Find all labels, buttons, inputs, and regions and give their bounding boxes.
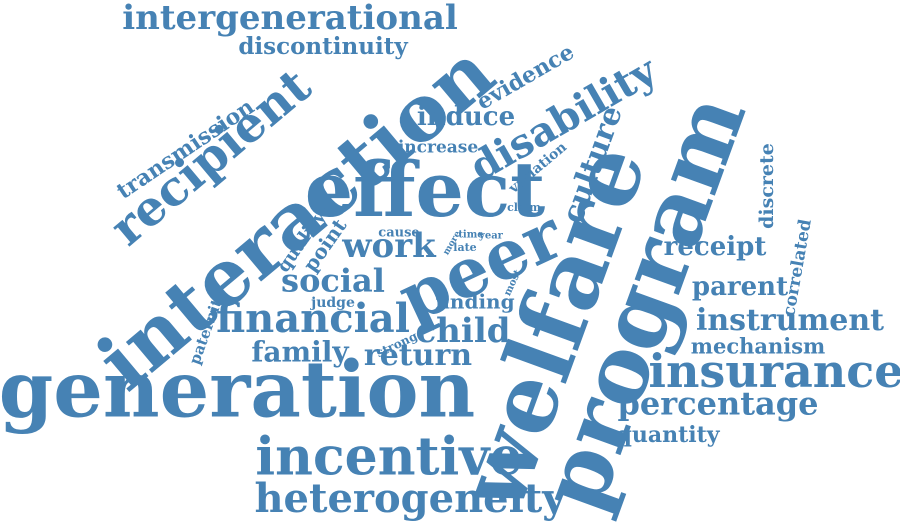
word-judge: judge [309, 295, 355, 311]
word-return: return [364, 338, 472, 373]
word-incentive: incentive [255, 427, 522, 488]
word-generation: generation [0, 345, 475, 436]
word-percentage: percentage [618, 385, 819, 423]
word-quantity: quantity [616, 422, 720, 448]
word-mechanism: mechanism [691, 334, 826, 359]
word-instrument: instrument [696, 303, 884, 338]
word-work: work [341, 226, 437, 266]
word-parent: parent [692, 272, 788, 302]
word-heterogeneity: heterogeneity [254, 475, 567, 522]
word-discontinuity: discontinuity [238, 33, 408, 60]
word-finding: finding [435, 290, 514, 314]
word-increase: increase [398, 138, 479, 158]
word-cause: cause [378, 226, 419, 241]
word-intergenerational: intergenerational [122, 0, 458, 38]
word-receipt: receipt [664, 232, 767, 262]
word-time: time [458, 230, 483, 241]
word-late: late [453, 241, 476, 254]
word-claim: claim [507, 201, 541, 214]
word-discrete: discrete [756, 143, 778, 229]
word-financial: financial [216, 295, 410, 342]
word-effect: effect [305, 145, 545, 234]
word-insurance: insurance [648, 344, 900, 398]
word-family: family [251, 336, 349, 369]
word-induce: induce [417, 102, 515, 132]
word-social: social [281, 262, 385, 300]
word-child: child [415, 311, 510, 351]
word-year: year [478, 231, 504, 242]
